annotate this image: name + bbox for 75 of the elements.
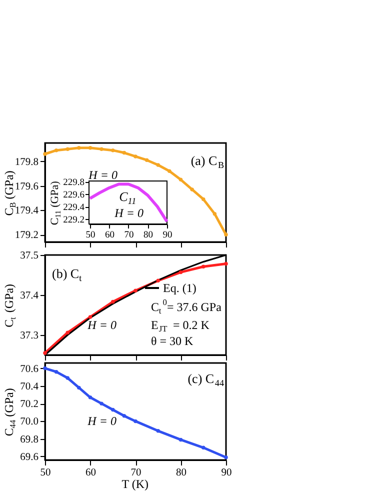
point	[134, 154, 138, 158]
y-tick-label: 69.6	[20, 452, 38, 463]
y-tick-label: 70.4	[20, 381, 40, 392]
point	[66, 376, 70, 380]
point	[43, 152, 47, 156]
y-axis-title: C44 (GPa)	[2, 388, 18, 436]
y-tick-label: 179.8	[14, 156, 38, 168]
point	[88, 396, 92, 400]
point	[134, 419, 138, 424]
point	[122, 150, 126, 155]
point	[190, 188, 194, 192]
x-tick-label: 50	[40, 468, 51, 478]
y-tick-label: 69.8	[20, 434, 38, 446]
point	[224, 455, 228, 460]
point	[134, 288, 138, 292]
x-tick-label: 70	[130, 468, 142, 478]
point	[77, 386, 81, 390]
x-axis-title: T (K)	[122, 477, 149, 491]
y-tick-label: 70.0	[20, 416, 38, 428]
y-tick-label: 229.2	[63, 216, 85, 226]
point	[202, 264, 206, 268]
x-tick-label: 70	[124, 230, 134, 240]
point	[111, 408, 115, 412]
y-tick-label: 70.2	[20, 399, 38, 410]
point	[202, 446, 206, 450]
point	[100, 402, 104, 406]
point	[77, 146, 81, 150]
x-tick-label: 60	[104, 230, 115, 240]
point	[156, 278, 160, 282]
point	[156, 163, 160, 167]
point	[156, 429, 160, 433]
y-tick-label: 179.2	[14, 230, 38, 242]
y-tick-label: 37.3	[20, 330, 38, 342]
point	[122, 414, 126, 418]
point	[54, 148, 58, 152]
x-tick-label: 50	[86, 230, 96, 240]
x-tick-label: 60	[86, 468, 96, 478]
point	[144, 158, 149, 162]
point	[66, 147, 70, 151]
y-tick-label: 229.6	[63, 190, 85, 201]
annotation: H = 0	[86, 318, 116, 332]
point	[100, 147, 104, 151]
annotation: θ = 30 K	[151, 334, 194, 348]
x-tick-label: 90	[221, 468, 232, 478]
y-tick-label: 229.4	[63, 203, 85, 214]
y-tick-label: 37.4	[20, 290, 40, 302]
x-tick-label: 80	[176, 468, 186, 478]
point	[111, 148, 115, 152]
annotation: H = 0	[114, 206, 144, 220]
point	[178, 438, 183, 442]
annotation: H = 0	[88, 168, 118, 182]
y-tick-label: 37.5	[20, 250, 38, 262]
point	[66, 330, 70, 334]
point	[43, 351, 47, 355]
point	[168, 169, 172, 173]
point	[178, 178, 183, 182]
point	[178, 270, 183, 274]
point	[111, 300, 115, 304]
point	[54, 370, 58, 374]
point	[88, 146, 92, 150]
point	[43, 366, 47, 370]
y-tick-label: 179.4	[14, 206, 40, 217]
y-axis-title: Ct (GPa)	[2, 284, 18, 328]
y-tick-label: 179.6	[14, 181, 38, 192]
point	[88, 315, 92, 319]
annotation: H = 0	[86, 414, 116, 428]
point	[202, 197, 206, 202]
point	[224, 232, 228, 237]
x-tick-label: 80	[143, 230, 154, 240]
point	[224, 262, 228, 266]
x-tick-label: 90	[162, 230, 172, 240]
y-tick-label: 229.8	[63, 178, 85, 188]
legend-label: Eq. (1)	[163, 281, 196, 295]
y-tick-label: 70.6	[20, 364, 38, 375]
point	[212, 212, 217, 216]
